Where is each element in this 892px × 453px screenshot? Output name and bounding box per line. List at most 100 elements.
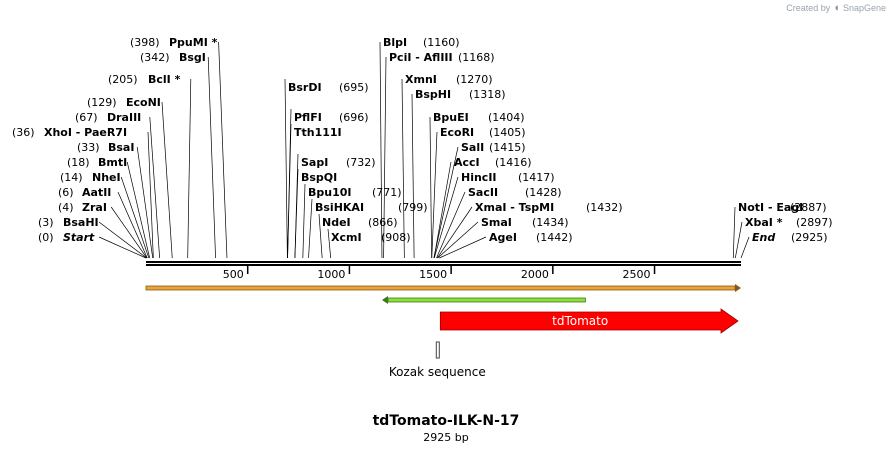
site-position: (6) [58,186,74,199]
map-title: tdTomato-ILK-N-17 [372,413,520,429]
feature-kozak-box [435,341,440,359]
site-connector [136,146,154,259]
site-name: SapI [301,156,328,169]
site-name: EcoNI [126,96,161,109]
site-connector [437,206,473,259]
site-name: SmaI [481,216,512,229]
site-connector [383,56,387,259]
feature-tdtomato-arrow [439,308,739,334]
site-position: (0) [38,231,54,244]
feature: Kozak sequence [389,341,486,379]
site-name: XcmI [331,231,362,244]
restriction-site: XhoI - PaeR7I (36) [12,126,154,259]
axis-tick-label: 1000 [317,268,345,281]
restriction-site: BpuEI (1404) [429,111,525,259]
site-connector [431,131,438,259]
restriction-site: BmtI (18) [67,156,151,259]
site-connector [287,123,292,259]
site-connector [401,78,405,259]
restriction-site: NdeI (866) [318,213,398,259]
restriction-site: AgeI (1442) [439,231,573,259]
site-connector [149,116,160,259]
site-position: (866) [368,216,398,229]
site-name: XhoI - PaeR7I [44,126,127,139]
feature-orf-bar [145,285,736,291]
snapgene-credit: Created by ◖ SnapGene [786,2,886,14]
site-connector [411,93,415,259]
site-name: XmaI - TspMI [475,201,554,214]
site-position: (33) [77,141,100,154]
site-name: DraIII [107,111,141,124]
site-position: (1318) [469,88,506,101]
site-name: BclI * [148,73,181,86]
restriction-site: BsgI (342) [140,51,216,259]
snapgene-logo-icon: ◖ [833,2,840,14]
site-position: (1442) [536,231,573,244]
site-position: (1404) [488,111,525,124]
site-position: (36) [12,126,35,139]
site-connector [732,206,736,259]
site-connector [439,236,487,259]
site-connector [294,168,299,259]
site-name: Bpu10I [308,186,352,199]
site-name: SalI [461,141,484,154]
site-connector [218,41,228,259]
site-position: (129) [87,96,117,109]
site-position: (799) [398,201,428,214]
axis-tick-label: 2500 [623,268,651,281]
feature: tdTomato [439,308,739,334]
site-position: (1160) [423,36,460,49]
site-connector [327,228,332,259]
restriction-site: BsrDI (695) [284,78,369,259]
restriction-site: XcmI (908) [327,228,411,259]
site-connector [433,161,452,259]
site-connector [318,213,323,259]
site-connector [740,236,750,259]
site-name: ZraI [82,201,107,214]
created-by-text: Created by [786,3,831,13]
site-connector [126,161,151,259]
site-position: (398) [130,36,160,49]
site-connector [433,176,459,259]
site-connector [734,221,743,259]
site-name: EcoRI [440,126,474,139]
site-name: HincII [461,171,497,184]
site-position: (14) [60,171,83,184]
site-position: (1405) [489,126,526,139]
site-name: BsaI [108,141,134,154]
site-position: (771) [372,186,402,199]
site-name: BsgI [179,51,206,64]
restriction-site: SacII (1428) [436,186,562,259]
restriction-site: SalI (1415) [433,141,526,259]
restriction-site: BsaHI (3) [38,216,147,259]
restriction-site: PciI - AflIII (1168) [383,51,495,259]
restriction-site: PpuMI * (398) [130,36,228,259]
site-name: SacII [468,186,498,199]
site-connector [284,78,288,259]
site-position: (2897) [796,216,833,229]
axis-tick-label: 2000 [521,268,549,281]
site-name: NotI - EagI [738,201,803,214]
site-position: (67) [75,111,98,124]
feature-orf-arrowhead [735,284,741,292]
site-position: (1270) [456,73,493,86]
restriction-site: Start (0) [38,231,147,259]
site-position: (908) [381,231,411,244]
feature-label: tdTomato [552,314,608,328]
map-length: 2925 bp [423,431,469,444]
site-name: BlpI [383,36,407,49]
restriction-site: DraIII (67) [75,111,160,259]
site-connector [429,116,432,259]
site-position: (1417) [518,171,555,184]
site-connector [120,176,150,259]
site-position: (2925) [791,231,828,244]
restriction-site: AccI (1416) [433,156,532,259]
site-name: BsaHI [63,216,99,229]
site-connector [98,236,147,259]
site-name: BsrDI [288,81,322,94]
site-name: BmtI [98,156,127,169]
site-connector [437,221,479,259]
site-position: (1434) [532,216,569,229]
site-connector [98,221,147,259]
